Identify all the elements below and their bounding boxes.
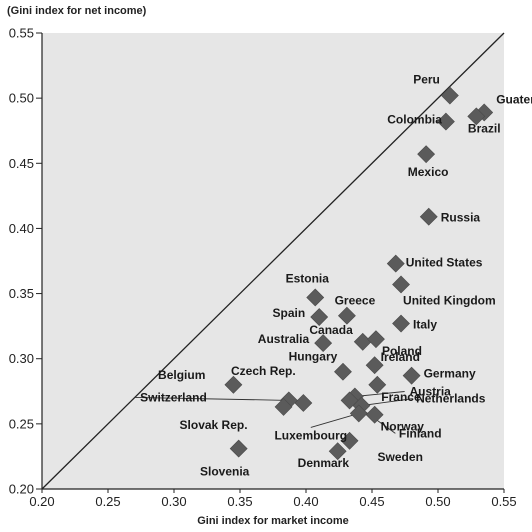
point-label-luxembourg: Luxembourg [274,428,347,442]
point-label-guatemala: Guatemala [496,92,532,106]
marker-denmark [328,442,347,461]
x-tick-label: 0.45 [359,494,384,509]
point-label-united-kingdom: United Kingdom [403,293,496,307]
point-label-austria: Austria [409,384,451,398]
marker-mexico [417,145,436,164]
y-tick-label: 0.45 [9,156,34,171]
point-label-sweden: Sweden [378,450,423,464]
y-tick-label: 0.35 [9,286,34,301]
point-label-czech-rep: Czech Rep. [231,364,296,378]
point-label-colombia: Colombia [387,113,442,127]
marker-finland [340,391,359,410]
point-label-switzerland: Switzerland [140,390,207,404]
marker-slovak-rep [274,397,293,416]
point-label-netherlands: Netherlands [416,392,486,406]
marker-ireland [365,356,384,375]
marker-czech-rep [294,394,313,412]
point-label-mexico: Mexico [408,165,449,179]
point-label-italy: Italy [413,318,437,332]
point-label-ireland: Ireland [381,350,420,364]
marker-germany [402,366,421,385]
point-label-australia: Australia [258,332,310,346]
equality-reference-line [41,32,505,490]
x-tick-label: 0.20 [29,494,54,509]
y-tick-label: 0.20 [9,482,34,497]
marker-united-states [386,254,405,273]
marker-hungary [334,362,352,381]
marker-russia [419,207,438,226]
point-label-canada: Canada [309,323,353,337]
point-label-norway: Norway [381,420,425,434]
point-label-spain: Spain [273,306,306,320]
marker-norway [365,405,384,424]
marker-spain [310,308,329,326]
marker-france [368,375,387,394]
point-label-finland: Finland [399,426,442,440]
x-tick-label: 0.55 [491,494,516,509]
leader-line-austria [354,391,405,397]
x-tick-label: 0.40 [293,494,318,509]
marker-poland [367,330,385,349]
point-label-poland: Poland [382,344,422,358]
x-tick-label: 0.35 [227,494,252,509]
marker-slovenia [229,439,248,458]
marker-greece [337,306,356,325]
marker-united-kingdom [392,275,410,294]
x-tick-label: 0.30 [161,494,186,509]
point-label-france: France [381,390,421,404]
point-label-greece: Greece [335,294,376,308]
leader-line-switzerland [134,396,289,401]
x-tick-label: 0.25 [95,494,120,509]
point-label-brazil: Brazil [468,121,501,135]
point-label-denmark: Denmark [298,456,350,470]
y-tick-label: 0.55 [9,26,34,41]
point-label-united-states: United States [406,256,483,270]
point-label-belgium: Belgium [158,368,205,382]
marker-estonia [306,288,325,307]
marker-australia [314,334,333,353]
marker-brazil [467,107,486,126]
y-tick-label: 0.40 [9,221,34,236]
x-tick-label: 0.50 [425,494,450,509]
point-label-slovenia: Slovenia [200,465,250,479]
y-tick-label: 0.25 [9,416,34,431]
x-axis-title: Gini index for market income [197,515,349,527]
leader-line-netherlands [361,398,413,407]
marker-belgium [224,375,243,394]
point-label-estonia: Estonia [286,271,330,285]
y-tick-label: 0.50 [9,91,34,106]
point-label-hungary: Hungary [289,350,338,364]
leader-line-luxembourg [310,413,359,428]
marker-luxembourg [349,404,368,423]
marker-sweden [340,431,359,450]
point-label-slovak-rep: Slovak Rep. [180,418,248,432]
marker-italy [392,314,410,333]
marker-peru [440,86,459,105]
point-label-germany: Germany [424,367,476,381]
y-tick-label: 0.30 [9,351,34,366]
point-label-peru: Peru [413,73,440,87]
y-axis-title: (Gini index for net income) [7,5,147,17]
marker-colombia [436,112,455,131]
point-label-russia: Russia [441,211,481,225]
